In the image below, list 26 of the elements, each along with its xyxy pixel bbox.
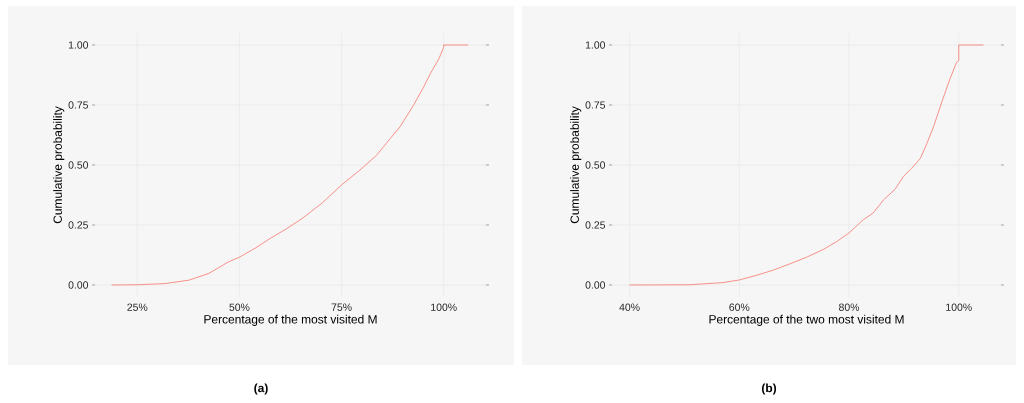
y-tick-label: 0.50 [585,161,606,169]
y-tick-label: 0.25 [68,221,89,229]
x-axis-title: Percentage of the two most visited M [709,314,904,326]
text: (b) [761,383,777,395]
y-tick-label: 0.75 [585,101,606,109]
x-tick-label: 100% [431,303,457,311]
x-tick-label: 50% [229,303,250,311]
y-axis-title: Cumulative probability [570,106,582,224]
line-series [111,44,469,286]
y-tick-label: 1.00 [68,41,89,49]
x-tick-label: 40% [619,303,640,311]
x-tick-label: 80% [839,303,860,311]
line-series [629,44,984,286]
x-tick-label: 25% [127,303,148,311]
y-axis-title: Cumulative probability [53,106,65,224]
y-tick-label: 0.25 [585,221,606,229]
x-axis-title: Percentage of the most visited M [204,314,377,326]
x-tick-label: 100% [946,303,972,311]
x-tick-label: 75% [331,303,352,311]
y-tick-label: 0.75 [68,101,89,109]
y-tick-label: 1.00 [585,41,606,49]
x-tick-label: 60% [729,303,750,311]
y-tick-label: 0.50 [68,161,89,169]
y-tick-label: 0.00 [68,281,89,289]
text: (a) [254,383,268,395]
y-tick-label: 0.00 [585,281,606,289]
